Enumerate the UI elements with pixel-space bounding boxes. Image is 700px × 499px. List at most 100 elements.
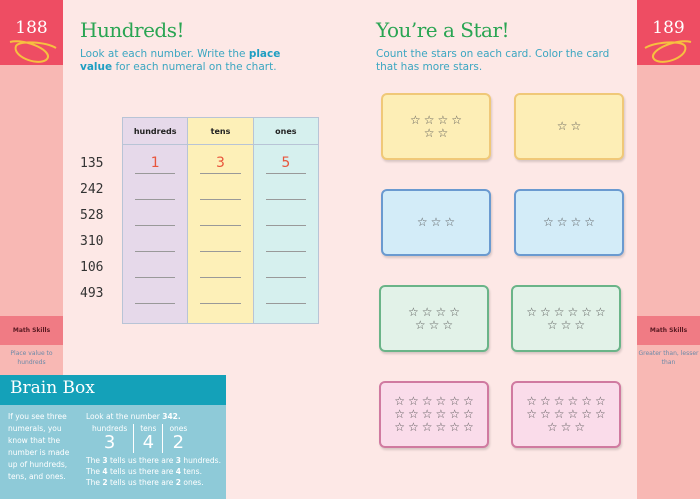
row-number: 528: [80, 208, 104, 223]
answer-blank[interactable]: 3: [200, 154, 241, 174]
page-number: 188: [15, 18, 48, 38]
star-icon: ☆: [435, 420, 447, 434]
star-icon: ☆: [437, 112, 449, 127]
star-icon: ☆: [560, 420, 572, 434]
answer-blank[interactable]: [265, 258, 306, 278]
star-icon: ☆: [421, 304, 433, 319]
star-icon: ☆: [539, 407, 551, 421]
star-icon: ☆: [539, 394, 551, 408]
star-icon: ☆: [567, 304, 579, 319]
star-icon: ☆: [567, 407, 579, 421]
star-icon: ☆: [581, 304, 593, 319]
star-icon: ☆: [407, 407, 419, 421]
brain-box: Brain Box If you see three numerals, you…: [0, 375, 226, 499]
answer-blank[interactable]: [200, 232, 241, 252]
column-tens: tens 3: [188, 118, 254, 323]
star-icon: ☆: [430, 215, 442, 229]
star-icon: ☆: [560, 317, 572, 332]
answer-blank[interactable]: [265, 206, 306, 226]
star-icon: ☆: [435, 394, 447, 408]
star-icon: ☆: [394, 420, 405, 434]
star-icon: ☆: [570, 215, 582, 229]
section-label: Math Skills: [637, 316, 700, 345]
place-hundreds: hundreds 3: [86, 424, 135, 453]
star-icon: ☆: [414, 317, 426, 332]
star-icon: ☆: [581, 407, 593, 421]
instructions: Look at each number. Write the place val…: [80, 48, 281, 73]
star-icon: ☆: [435, 304, 447, 319]
answer-blank[interactable]: [135, 284, 176, 304]
star-icon: ☆: [442, 317, 454, 332]
answer-blank[interactable]: [135, 232, 176, 252]
star-icon: ☆: [421, 420, 433, 434]
star-icon: ☆: [423, 125, 435, 140]
star-card[interactable]: ☆ ☆ ☆: [381, 189, 491, 256]
answer-blank[interactable]: 5: [265, 154, 306, 174]
star-icon: ☆: [449, 420, 461, 434]
column-header: tens: [188, 118, 253, 145]
star-card[interactable]: ☆ ☆ ☆ ☆ ☆ ☆ ☆ ☆ ☆ ☆ ☆ ☆ ☆ ☆ ☆ ☆ ☆ ☆: [379, 381, 489, 448]
star-icon: ☆: [574, 420, 586, 434]
answer-blank[interactable]: [200, 180, 241, 200]
star-icon: ☆: [394, 394, 405, 408]
swirl-icon: [644, 40, 692, 63]
star-icon: ☆: [546, 420, 558, 434]
star-icon: ☆: [595, 394, 606, 408]
star-icon: ☆: [567, 394, 579, 408]
star-icon: ☆: [584, 215, 596, 229]
row-number: 106: [80, 260, 104, 275]
answer-blank[interactable]: [135, 206, 176, 226]
star-icon: ☆: [435, 407, 447, 421]
star-icon: ☆: [595, 407, 606, 421]
star-icon: ☆: [428, 317, 440, 332]
answer-blank[interactable]: [135, 180, 176, 200]
star-icon: ☆: [556, 215, 568, 229]
answer-blank[interactable]: [265, 284, 306, 304]
column-header: ones: [253, 118, 318, 145]
star-icon: ☆: [416, 215, 428, 229]
star-icon: ☆: [437, 125, 449, 140]
star-card[interactable]: ☆ ☆ ☆ ☆ ☆ ☆ ☆ ☆ ☆: [511, 285, 621, 352]
instructions: Count the stars on each card. Color the …: [376, 48, 610, 73]
star-icon: ☆: [553, 394, 565, 408]
star-icon: ☆: [556, 119, 568, 133]
brain-box-title: Brain Box: [0, 375, 226, 405]
page-title: Hundreds!: [80, 18, 185, 42]
explanation-line: The 4 tells us there are 4 tens.: [86, 467, 202, 476]
section-subtitle: Place value to hundreds: [10, 350, 53, 366]
row-number: 493: [80, 286, 104, 301]
page-number: 189: [652, 18, 685, 38]
star-card[interactable]: ☆ ☆ ☆ ☆: [514, 189, 624, 256]
answer-blank[interactable]: [265, 232, 306, 252]
star-icon: ☆: [553, 304, 565, 319]
star-icon: ☆: [449, 304, 461, 319]
answer-blank[interactable]: [200, 284, 241, 304]
star-icon: ☆: [574, 317, 586, 332]
star-icon: ☆: [407, 394, 419, 408]
star-icon: ☆: [463, 420, 474, 434]
star-icon: ☆: [546, 317, 558, 332]
row-number: 310: [80, 234, 104, 249]
star-icon: ☆: [421, 407, 433, 421]
answer-blank[interactable]: [200, 206, 241, 226]
row-number: 135: [80, 156, 104, 171]
answer-blank[interactable]: [135, 258, 176, 278]
place-value-chart: hundreds 1 tens 3 ones 5: [122, 117, 319, 324]
answer-blank[interactable]: [265, 180, 306, 200]
right-page-tab: 189 Math Skills Greater than, lesser tha…: [637, 0, 700, 499]
star-icon: ☆: [451, 112, 463, 127]
place-ones: ones 2: [169, 424, 188, 453]
answer-blank[interactable]: 1: [135, 154, 176, 174]
column-ones: ones 5: [253, 118, 318, 323]
star-icon: ☆: [539, 304, 551, 319]
star-icon: ☆: [542, 215, 554, 229]
star-card[interactable]: ☆ ☆: [514, 93, 624, 160]
star-card[interactable]: ☆ ☆ ☆ ☆ ☆ ☆: [381, 93, 491, 160]
star-icon: ☆: [449, 394, 461, 408]
answer-blank[interactable]: [200, 258, 241, 278]
star-card[interactable]: ☆ ☆ ☆ ☆ ☆ ☆ ☆ ☆ ☆ ☆ ☆ ☆ ☆ ☆ ☆: [511, 381, 621, 448]
row-number: 242: [80, 182, 104, 197]
star-card[interactable]: ☆ ☆ ☆ ☆ ☆ ☆ ☆: [379, 285, 489, 352]
star-icon: ☆: [444, 215, 456, 229]
swirl-icon: [9, 40, 57, 63]
